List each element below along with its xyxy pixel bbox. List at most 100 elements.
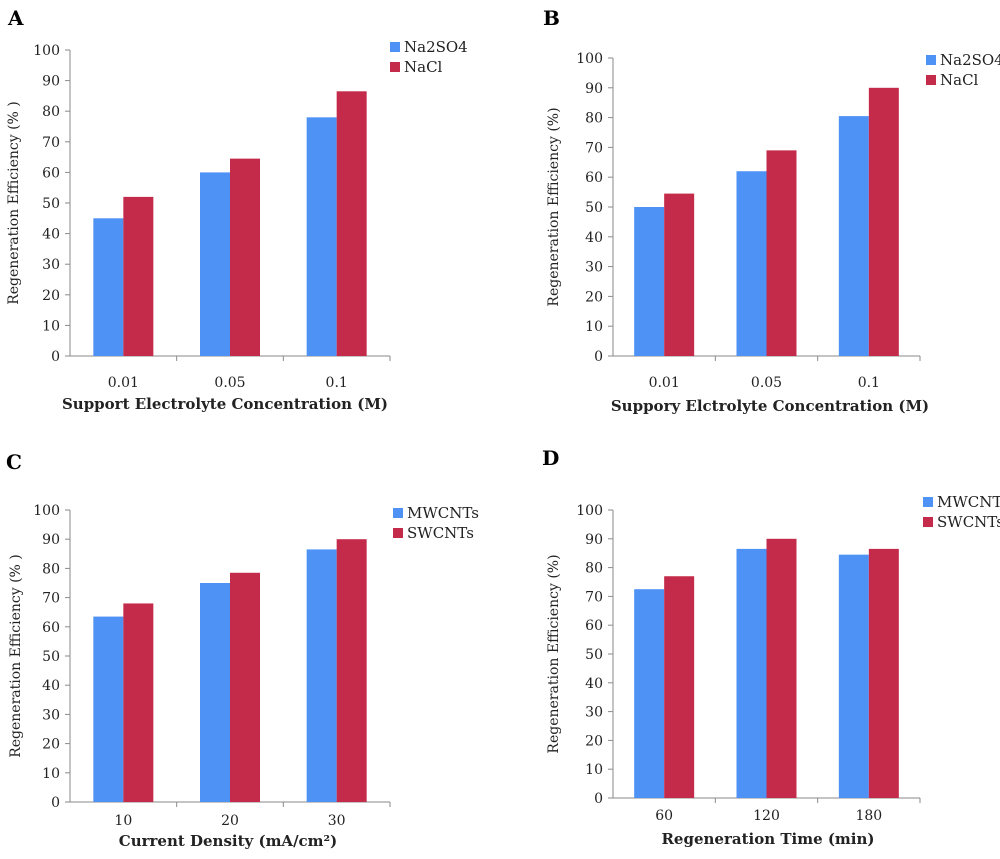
y-tick-label: 90 — [42, 532, 60, 548]
legend-label: SWCNTs — [407, 524, 474, 542]
x-tick-label: 0.05 — [214, 375, 245, 391]
y-tick-label: 40 — [585, 230, 603, 246]
y-tick-label: 70 — [585, 140, 603, 156]
x-tick-label: 120 — [753, 808, 780, 824]
y-tick-label: 50 — [585, 200, 603, 216]
y-tick-label: 50 — [42, 649, 60, 665]
y-tick-label: 70 — [42, 591, 60, 607]
y-tick-label: 70 — [585, 589, 603, 605]
y-tick-label: 10 — [42, 766, 60, 782]
y-tick-label: 20 — [42, 288, 60, 304]
y-tick-label: 30 — [42, 257, 60, 273]
y-tick-label: 0 — [594, 349, 603, 365]
y-tick-label: 40 — [42, 678, 60, 694]
legend-label: Na2SO4 — [940, 51, 1000, 69]
x-tick-label: 0.01 — [108, 375, 139, 391]
bar-nacl-0.05 — [766, 150, 797, 356]
y-tick-label: 40 — [585, 676, 603, 692]
bar-mwcnts-20 — [200, 583, 230, 802]
bar-nacl-0.1 — [868, 87, 899, 357]
y-axis-label: Regeneration Efficiency (% ) — [8, 554, 24, 758]
x-tick-label: 20 — [221, 813, 239, 829]
y-tick-label: 30 — [585, 260, 603, 276]
bar-swcnts-60 — [664, 576, 695, 798]
bar-mwcnts-10 — [93, 616, 124, 802]
y-tick-label: 60 — [585, 618, 603, 634]
bar-swcnts-10 — [123, 603, 154, 802]
legend-label: Na2SO4 — [404, 38, 468, 56]
bar-na2so4-0.05 — [736, 171, 767, 356]
bar-na2so4-0.05 — [200, 172, 230, 356]
y-tick-label: 80 — [585, 561, 603, 577]
bar-nacl-0.01 — [123, 196, 154, 356]
y-tick-label: 10 — [585, 319, 603, 335]
bar-swcnts-30 — [336, 539, 367, 802]
y-tick-label: 10 — [42, 318, 60, 334]
y-tick-label: 100 — [576, 503, 603, 519]
bar-nacl-0.05 — [230, 158, 260, 356]
x-axis-label: Support Electrolyte Concentration (M) — [62, 395, 388, 413]
legend-swatch — [923, 497, 933, 507]
bar-swcnts-20 — [230, 572, 260, 802]
bar-nacl-0.01 — [664, 193, 695, 356]
legend-swatch — [390, 42, 400, 52]
y-tick-label: 10 — [585, 762, 603, 778]
panel-label-d: D — [542, 446, 560, 470]
y-tick-label: 90 — [585, 532, 603, 548]
y-axis-label: Regeneration Efficiency (%) — [546, 554, 562, 753]
y-tick-label: 20 — [585, 733, 603, 749]
y-tick-label: 100 — [33, 43, 60, 59]
panel-label-a: A — [8, 6, 24, 30]
y-tick-label: 100 — [576, 51, 603, 67]
legend-label: NaCl — [940, 71, 979, 89]
panel-label-b: B — [543, 6, 560, 30]
bar-swcnts-120 — [766, 538, 797, 798]
legend-label: MWCNTs — [407, 504, 479, 522]
y-axis-label: Regeneration Efficiency (%) — [546, 107, 562, 306]
x-axis-label: Current Density (mA/cm²) — [119, 832, 337, 850]
x-tick-label: 0.05 — [751, 375, 782, 391]
y-tick-label: 90 — [42, 74, 60, 90]
legend-swatch — [390, 62, 400, 72]
x-tick-label: 180 — [855, 808, 882, 824]
legend-label: MWCNTs — [937, 493, 1000, 511]
bar-mwcnts-120 — [736, 548, 767, 798]
bar-na2so4-0.01 — [93, 218, 124, 356]
y-tick-label: 30 — [585, 705, 603, 721]
y-tick-label: 0 — [51, 349, 60, 365]
x-axis-label: Regeneration Time (min) — [661, 830, 874, 848]
bar-swcnts-180 — [868, 548, 899, 798]
bar-mwcnts-180 — [838, 554, 869, 798]
x-tick-label: 0.01 — [649, 375, 680, 391]
x-axis-label: Suppory Elctrolyte Concentration (M) — [611, 397, 929, 415]
y-axis-label: Regeneration Efficiency (% ) — [6, 101, 22, 305]
y-tick-label: 0 — [51, 795, 60, 811]
y-tick-label: 40 — [42, 227, 60, 243]
y-tick-label: 80 — [585, 111, 603, 127]
y-tick-label: 100 — [33, 503, 60, 519]
x-tick-label: 60 — [655, 808, 673, 824]
y-tick-label: 80 — [42, 561, 60, 577]
y-tick-label: 20 — [42, 737, 60, 753]
y-tick-label: 90 — [585, 81, 603, 97]
x-tick-label: 30 — [328, 813, 346, 829]
legend-label: NaCl — [404, 58, 443, 76]
y-tick-label: 30 — [42, 707, 60, 723]
legend-swatch — [926, 55, 936, 65]
bar-na2so4-0.1 — [306, 117, 337, 356]
y-tick-label: 20 — [585, 289, 603, 305]
y-tick-label: 70 — [42, 135, 60, 151]
bar-mwcnts-60 — [634, 589, 665, 798]
legend-label: SWCNTs — [937, 513, 1000, 531]
y-tick-label: 80 — [42, 104, 60, 120]
bar-na2so4-0.01 — [634, 207, 665, 356]
y-tick-label: 0 — [594, 791, 603, 807]
chart-b: 0 10 20 30 40 50 60 70 80 90 100 0.01 0.05 0.1 Regener… — [546, 51, 1000, 415]
chart-c: 0 10 20 30 40 50 60 70 80 90 100 10 20 30 Regeneration… — [8, 503, 479, 850]
legend-swatch — [926, 75, 936, 85]
y-tick-label: 60 — [42, 165, 60, 181]
x-tick-label: 0.1 — [858, 375, 880, 391]
y-tick-label: 60 — [42, 620, 60, 636]
y-tick-label: 50 — [585, 647, 603, 663]
